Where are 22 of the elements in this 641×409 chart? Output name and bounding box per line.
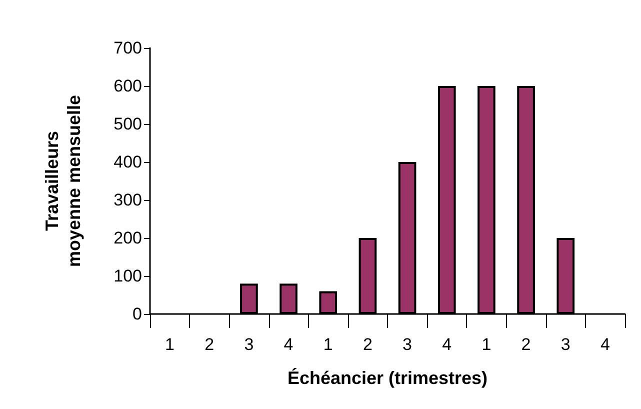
y-tick-label: 400 <box>114 152 142 172</box>
x-tick-label: 1 <box>323 335 333 354</box>
x-tick-label: 1 <box>165 335 175 354</box>
x-tick-label: 1 <box>482 335 492 354</box>
y-tick-label: 0 <box>132 304 142 324</box>
x-axis-title: Échéancier (trimestres) <box>287 368 488 388</box>
y-tick-label: 700 <box>114 38 142 58</box>
y-tick-label: 200 <box>114 228 142 248</box>
x-tick-label: 4 <box>442 335 452 354</box>
x-tick-label: 2 <box>204 335 214 354</box>
x-tick-label: 2 <box>362 335 372 354</box>
x-tick-label: 4 <box>284 335 294 354</box>
x-tick-label: 3 <box>244 335 254 354</box>
y-tick-label: 500 <box>114 114 142 134</box>
y-tick-label: 100 <box>114 266 142 286</box>
x-tick-label: 3 <box>560 335 570 354</box>
x-tick-label: 2 <box>521 335 531 354</box>
x-tick-label: 4 <box>600 335 610 354</box>
y-axis-title: Travailleurs moyenne mensuelle <box>42 94 84 268</box>
y-tick-label: 600 <box>114 76 142 96</box>
y-tick-label: 300 <box>114 190 142 210</box>
x-tick-label: 3 <box>402 335 412 354</box>
